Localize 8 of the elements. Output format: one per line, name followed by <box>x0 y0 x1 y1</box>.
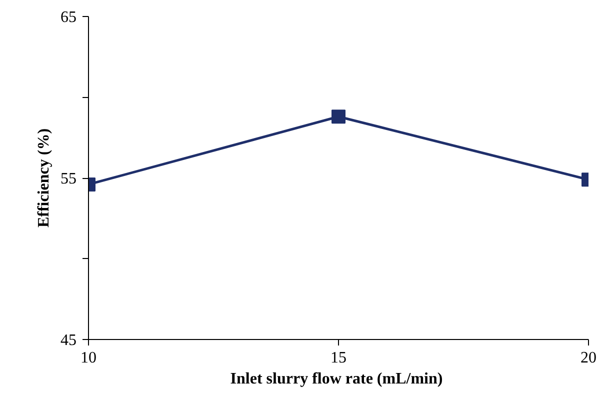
x-axis-title: Inlet slurry flow rate (mL/min) <box>230 370 443 388</box>
x-tick-label: 10 <box>80 350 96 366</box>
y-tick-label: 55 <box>60 170 76 188</box>
y-tick-label: 65 <box>60 9 76 26</box>
y-axis-title: Efficiency (%) <box>36 128 52 228</box>
y-tick-label: 45 <box>60 332 76 349</box>
x-tick-label: 20 <box>580 350 596 366</box>
x-tick-label: 15 <box>330 350 346 366</box>
